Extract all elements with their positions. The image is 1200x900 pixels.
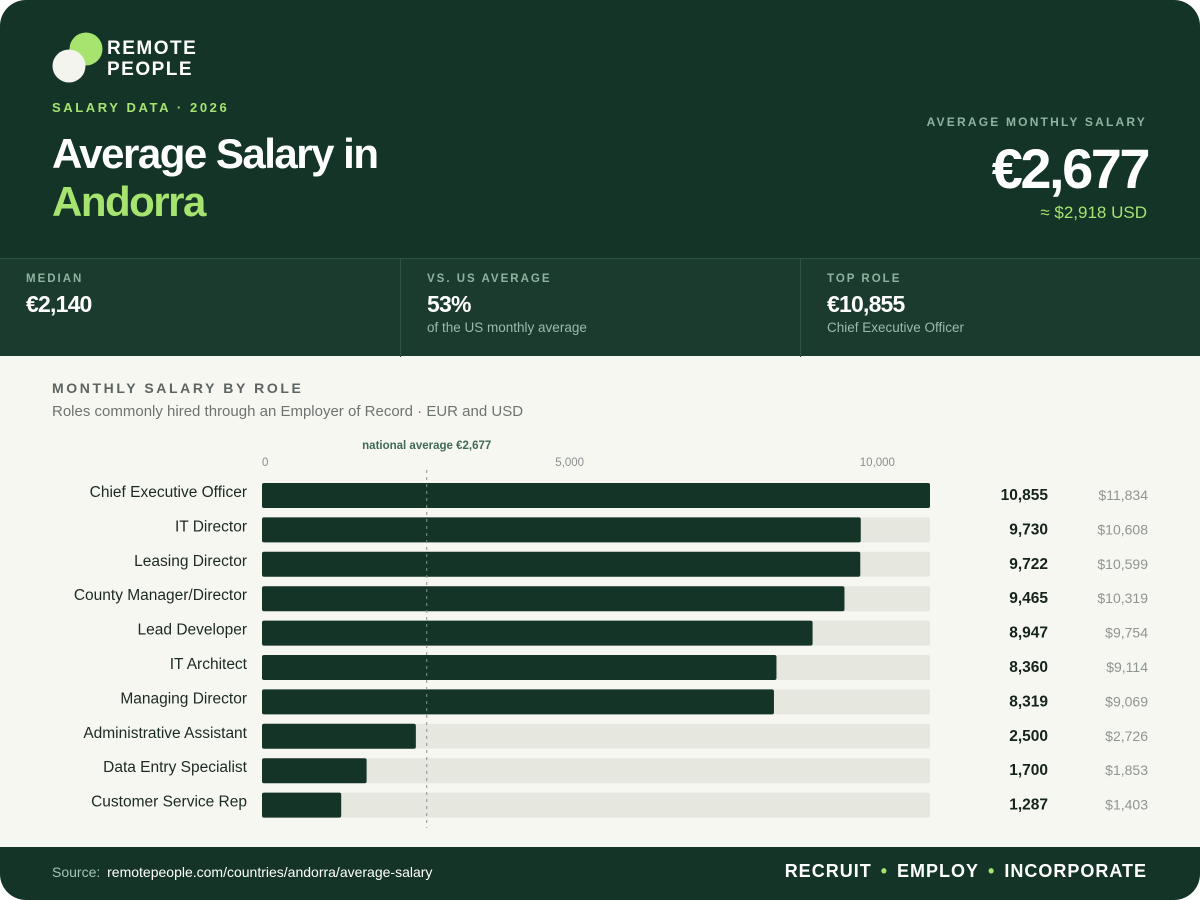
- footer: Source: remotepeople.com/countries/andor…: [0, 847, 1200, 900]
- remote-people-logo-icon: [52, 32, 103, 83]
- usd-label: $1,853: [1105, 762, 1148, 778]
- value-label: 1,700: [1009, 762, 1048, 779]
- stats-strip: MEDIAN €2,140 VS. US AVERAGE 53% of the …: [0, 258, 1200, 357]
- category-label: IT Architect: [170, 656, 248, 673]
- x-tick-label: 10,000: [860, 457, 895, 469]
- stat-label: VS. US AVERAGE: [427, 273, 552, 285]
- category-label: IT Director: [175, 518, 247, 535]
- title-country: Andorra: [52, 178, 206, 225]
- usd-label: $10,319: [1097, 590, 1148, 606]
- category-label: Managing Director: [120, 690, 247, 707]
- stat-vs-us-average: VS. US AVERAGE 53% of the US monthly ave…: [400, 259, 800, 357]
- value-label: 2,500: [1009, 728, 1048, 745]
- bar: [262, 551, 861, 577]
- category-label: Data Entry Specialist: [103, 759, 248, 776]
- chart-title: MONTHLY SALARY BY ROLE: [52, 380, 304, 396]
- stat-value: €10,855: [827, 291, 905, 317]
- bar-track: [262, 792, 930, 818]
- value-label: 10,855: [1001, 487, 1049, 504]
- stat-value: 53%: [427, 291, 471, 317]
- stat-median: MEDIAN €2,140: [0, 259, 400, 357]
- stat-label: MEDIAN: [26, 273, 84, 285]
- category-label: Administrative Assistant: [83, 725, 247, 742]
- tag-recruit: RECRUIT: [784, 861, 872, 881]
- value-label: 1,287: [1009, 797, 1048, 814]
- bar: [262, 758, 367, 784]
- page-title: Average Salary in Andorra: [52, 130, 379, 226]
- stat-note: of the US monthly average: [427, 320, 587, 335]
- usd-label: $10,608: [1097, 521, 1148, 537]
- category-label: Leasing Director: [134, 553, 247, 570]
- category-label: County Manager/Director: [74, 587, 247, 604]
- bar: [262, 517, 861, 543]
- bar-track: [262, 723, 930, 749]
- bar: [262, 792, 342, 818]
- bar: [262, 655, 777, 680]
- bar: [262, 620, 813, 646]
- category-label: Chief Executive Officer: [90, 484, 247, 501]
- x-tick-label: 5,000: [555, 457, 584, 469]
- bar: [262, 689, 774, 715]
- usd-label: $1,403: [1105, 797, 1148, 813]
- value-label: 9,722: [1009, 556, 1048, 573]
- stat-label: TOP ROLE: [827, 273, 902, 285]
- average-salary-usd: ≈ $2,918 USD: [1040, 203, 1147, 222]
- header: REMOTE PEOPLE SALARY DATA · 2026 Average…: [0, 0, 1200, 258]
- usd-label: $10,599: [1097, 556, 1148, 572]
- usd-label: $2,726: [1105, 728, 1148, 744]
- usd-label: $9,114: [1106, 659, 1148, 675]
- source-link[interactable]: remotepeople.com/countries/andorra/avera…: [107, 864, 433, 880]
- value-label: 8,947: [1009, 625, 1048, 642]
- brand-name-line2: PEOPLE: [107, 59, 194, 80]
- brand-wordmark: REMOTE PEOPLE: [107, 38, 197, 80]
- separator-dot: •: [988, 861, 996, 881]
- chart-subtitle: Roles commonly hired through an Employer…: [52, 403, 524, 420]
- category-label: Lead Developer: [138, 622, 247, 639]
- salary-bar-chart: 0 5,000 10,000 Chief Executive Officer 10,85…: [74, 440, 1148, 828]
- title-line1: Average Salary in: [52, 130, 379, 177]
- value-label: 9,465: [1009, 590, 1048, 607]
- value-label: 8,360: [1009, 659, 1048, 676]
- usd-label: $11,834: [1098, 487, 1148, 503]
- stat-value: €2,140: [26, 291, 92, 317]
- bar: [262, 586, 845, 612]
- category-label: Customer Service Rep: [91, 794, 247, 811]
- eyebrow-label: SALARY DATA · 2026: [52, 100, 230, 115]
- value-label: 8,319: [1009, 693, 1048, 710]
- national-average-label: national average €2,677: [362, 440, 491, 452]
- bar: [262, 483, 930, 508]
- stat-top-role: TOP ROLE €10,855 Chief Executive Officer: [800, 259, 1200, 357]
- average-salary-label: AVERAGE MONTHLY SALARY: [926, 115, 1147, 129]
- bar-track: [262, 758, 930, 784]
- bar: [262, 723, 416, 749]
- value-label: 9,730: [1009, 521, 1048, 538]
- average-salary-value: €2,677: [991, 137, 1151, 200]
- usd-label: $9,754: [1105, 625, 1148, 641]
- service-tags: RECRUIT • EMPLOY • INCORPORATE: [785, 861, 1147, 882]
- tag-incorporate: INCORPORATE: [1004, 861, 1147, 881]
- source-prefix: Source:: [52, 864, 101, 880]
- tag-employ: EMPLOY: [897, 861, 980, 881]
- brand-name-line1: REMOTE: [107, 38, 198, 59]
- stat-note: Chief Executive Officer: [827, 320, 965, 335]
- usd-label: $9,069: [1105, 693, 1148, 709]
- brand-logo[interactable]: REMOTE PEOPLE: [52, 32, 212, 84]
- separator-dot: •: [880, 861, 888, 881]
- x-tick-label: 0: [262, 457, 268, 469]
- source-line: Source: remotepeople.com/countries/andor…: [52, 864, 432, 880]
